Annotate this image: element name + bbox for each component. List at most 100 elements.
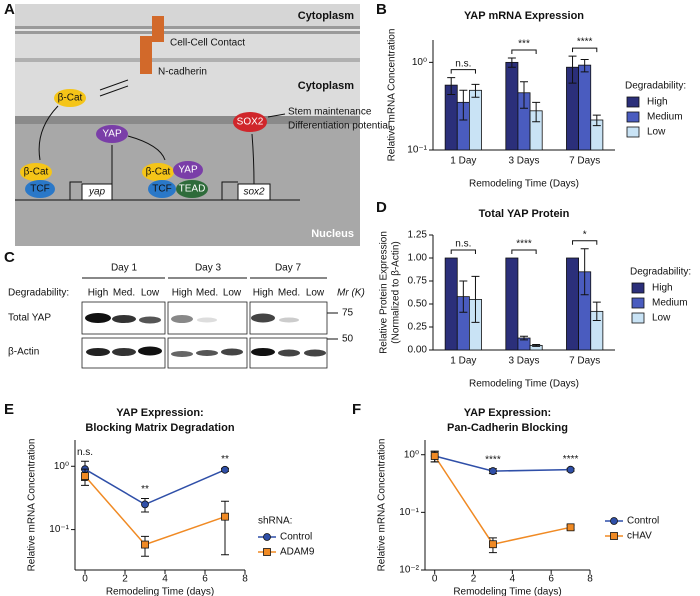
row-label: Total YAP <box>8 313 51 324</box>
annotation: **** <box>516 239 532 250</box>
chart-title: YAP Expression: <box>464 407 551 419</box>
x-tick-label: 6 <box>548 574 554 585</box>
marker-title: Mr (K) <box>337 288 365 299</box>
x-tick-label: 7 Days <box>569 356 600 367</box>
line <box>84 475 226 546</box>
level-label: High <box>172 288 193 299</box>
marker <box>489 467 497 475</box>
x-tick-label: 2 <box>471 574 477 585</box>
marker <box>81 472 89 480</box>
arrow <box>251 133 255 185</box>
x-tick-label: 1 Day <box>450 156 476 167</box>
x-tick-label: 8 <box>587 574 593 585</box>
chart-title: Pan-Cadherin Blocking <box>447 422 568 434</box>
label: YAP <box>102 129 122 140</box>
x-tick-label: 7 Days <box>569 156 600 167</box>
bracket <box>450 249 476 254</box>
panel-label: E <box>4 401 14 418</box>
protein <box>96 125 128 143</box>
y-tick-label: 10⁰ <box>54 461 69 472</box>
marker <box>430 452 439 460</box>
error-bar <box>471 275 480 323</box>
x-tick-label: 8 <box>242 574 248 585</box>
day-label: Day 3 <box>195 263 222 274</box>
region-label: Cytoplasm <box>298 80 354 92</box>
bar <box>505 61 519 151</box>
legend-marker <box>263 548 271 556</box>
legend-label: Low <box>652 313 671 324</box>
blot-frame <box>81 301 166 335</box>
annotation: **** <box>563 454 579 465</box>
region-label: Cytoplasm <box>298 10 354 22</box>
blot-frame <box>167 337 248 369</box>
protein <box>142 163 174 181</box>
x-tick-label: 2 <box>122 574 128 585</box>
label: yap <box>88 187 106 198</box>
bar <box>444 257 458 351</box>
legend-label: Low <box>647 127 666 138</box>
legend-label: Medium <box>647 112 683 123</box>
label: β-Cat <box>146 167 171 178</box>
nuclear-membrane <box>15 116 360 124</box>
protein <box>54 89 86 107</box>
arrow <box>38 105 59 161</box>
level-label: High <box>253 288 274 299</box>
error-bar <box>580 248 589 296</box>
annotation: n.s. <box>455 239 471 250</box>
bar <box>578 64 592 151</box>
arrow <box>127 135 166 161</box>
y-tick-label: 1.00 <box>408 253 428 264</box>
gene <box>81 183 113 201</box>
label: YAP <box>178 165 198 176</box>
protein <box>173 161 203 179</box>
panel-label: D <box>376 199 387 216</box>
error-bar <box>592 301 601 322</box>
band <box>85 313 111 323</box>
panel-label: C <box>4 249 15 266</box>
error-bar <box>221 500 229 556</box>
level-label: Low <box>306 288 325 299</box>
legend-label: ADAM9 <box>280 547 315 558</box>
y-tick-label: 10⁻¹ <box>49 524 69 535</box>
label: sox2 <box>243 187 265 198</box>
label: TCF <box>152 184 171 195</box>
level-label: Low <box>223 288 242 299</box>
y-tick-label: 10⁻² <box>399 565 419 576</box>
y-tick-label: 0.00 <box>408 345 428 356</box>
y-axis-label: Relative mRNA Concentration <box>27 439 38 572</box>
label: Differentiation potential <box>288 121 390 132</box>
legend-title: Degradability: <box>630 267 691 278</box>
annotation: ** <box>221 454 229 465</box>
error-bar <box>471 83 480 98</box>
marker <box>566 523 575 532</box>
legend-marker <box>610 532 618 540</box>
marker <box>221 465 229 474</box>
protein <box>148 180 176 198</box>
blot: Day 1 Day 3 Day 7 Degradability: High Me… <box>8 263 365 369</box>
level-label: Low <box>141 288 160 299</box>
legend-title: Degradability: <box>625 81 686 92</box>
y-tick-label: 1.25 <box>408 230 428 241</box>
row-label: β-Actin <box>8 347 39 358</box>
bands <box>85 313 326 357</box>
label: Cell-Cell Contact <box>170 38 245 49</box>
y-axis-label: Relative mRNA Concentration <box>377 439 388 572</box>
bar <box>566 257 580 351</box>
y-tick-label: 10⁻¹ <box>407 145 427 156</box>
annotation: * <box>583 229 587 240</box>
band <box>278 349 300 357</box>
level-label: Med. <box>196 288 218 299</box>
day-label: Day 1 <box>111 263 138 274</box>
error-bar <box>520 81 528 109</box>
marker <box>489 540 497 549</box>
x-axis-label: Remodeling Time (days) <box>453 587 561 596</box>
marker-label: 75 <box>342 308 354 319</box>
x-tick-label: 4 <box>162 574 168 585</box>
y-tick-label: 10⁰ <box>404 449 419 460</box>
band <box>279 317 299 323</box>
row-title: Degradability: <box>8 288 69 299</box>
x-axis-label: Remodeling Time (Days) <box>469 379 579 390</box>
legend-label: Control <box>280 532 312 543</box>
annotation: n.s. <box>77 447 93 458</box>
